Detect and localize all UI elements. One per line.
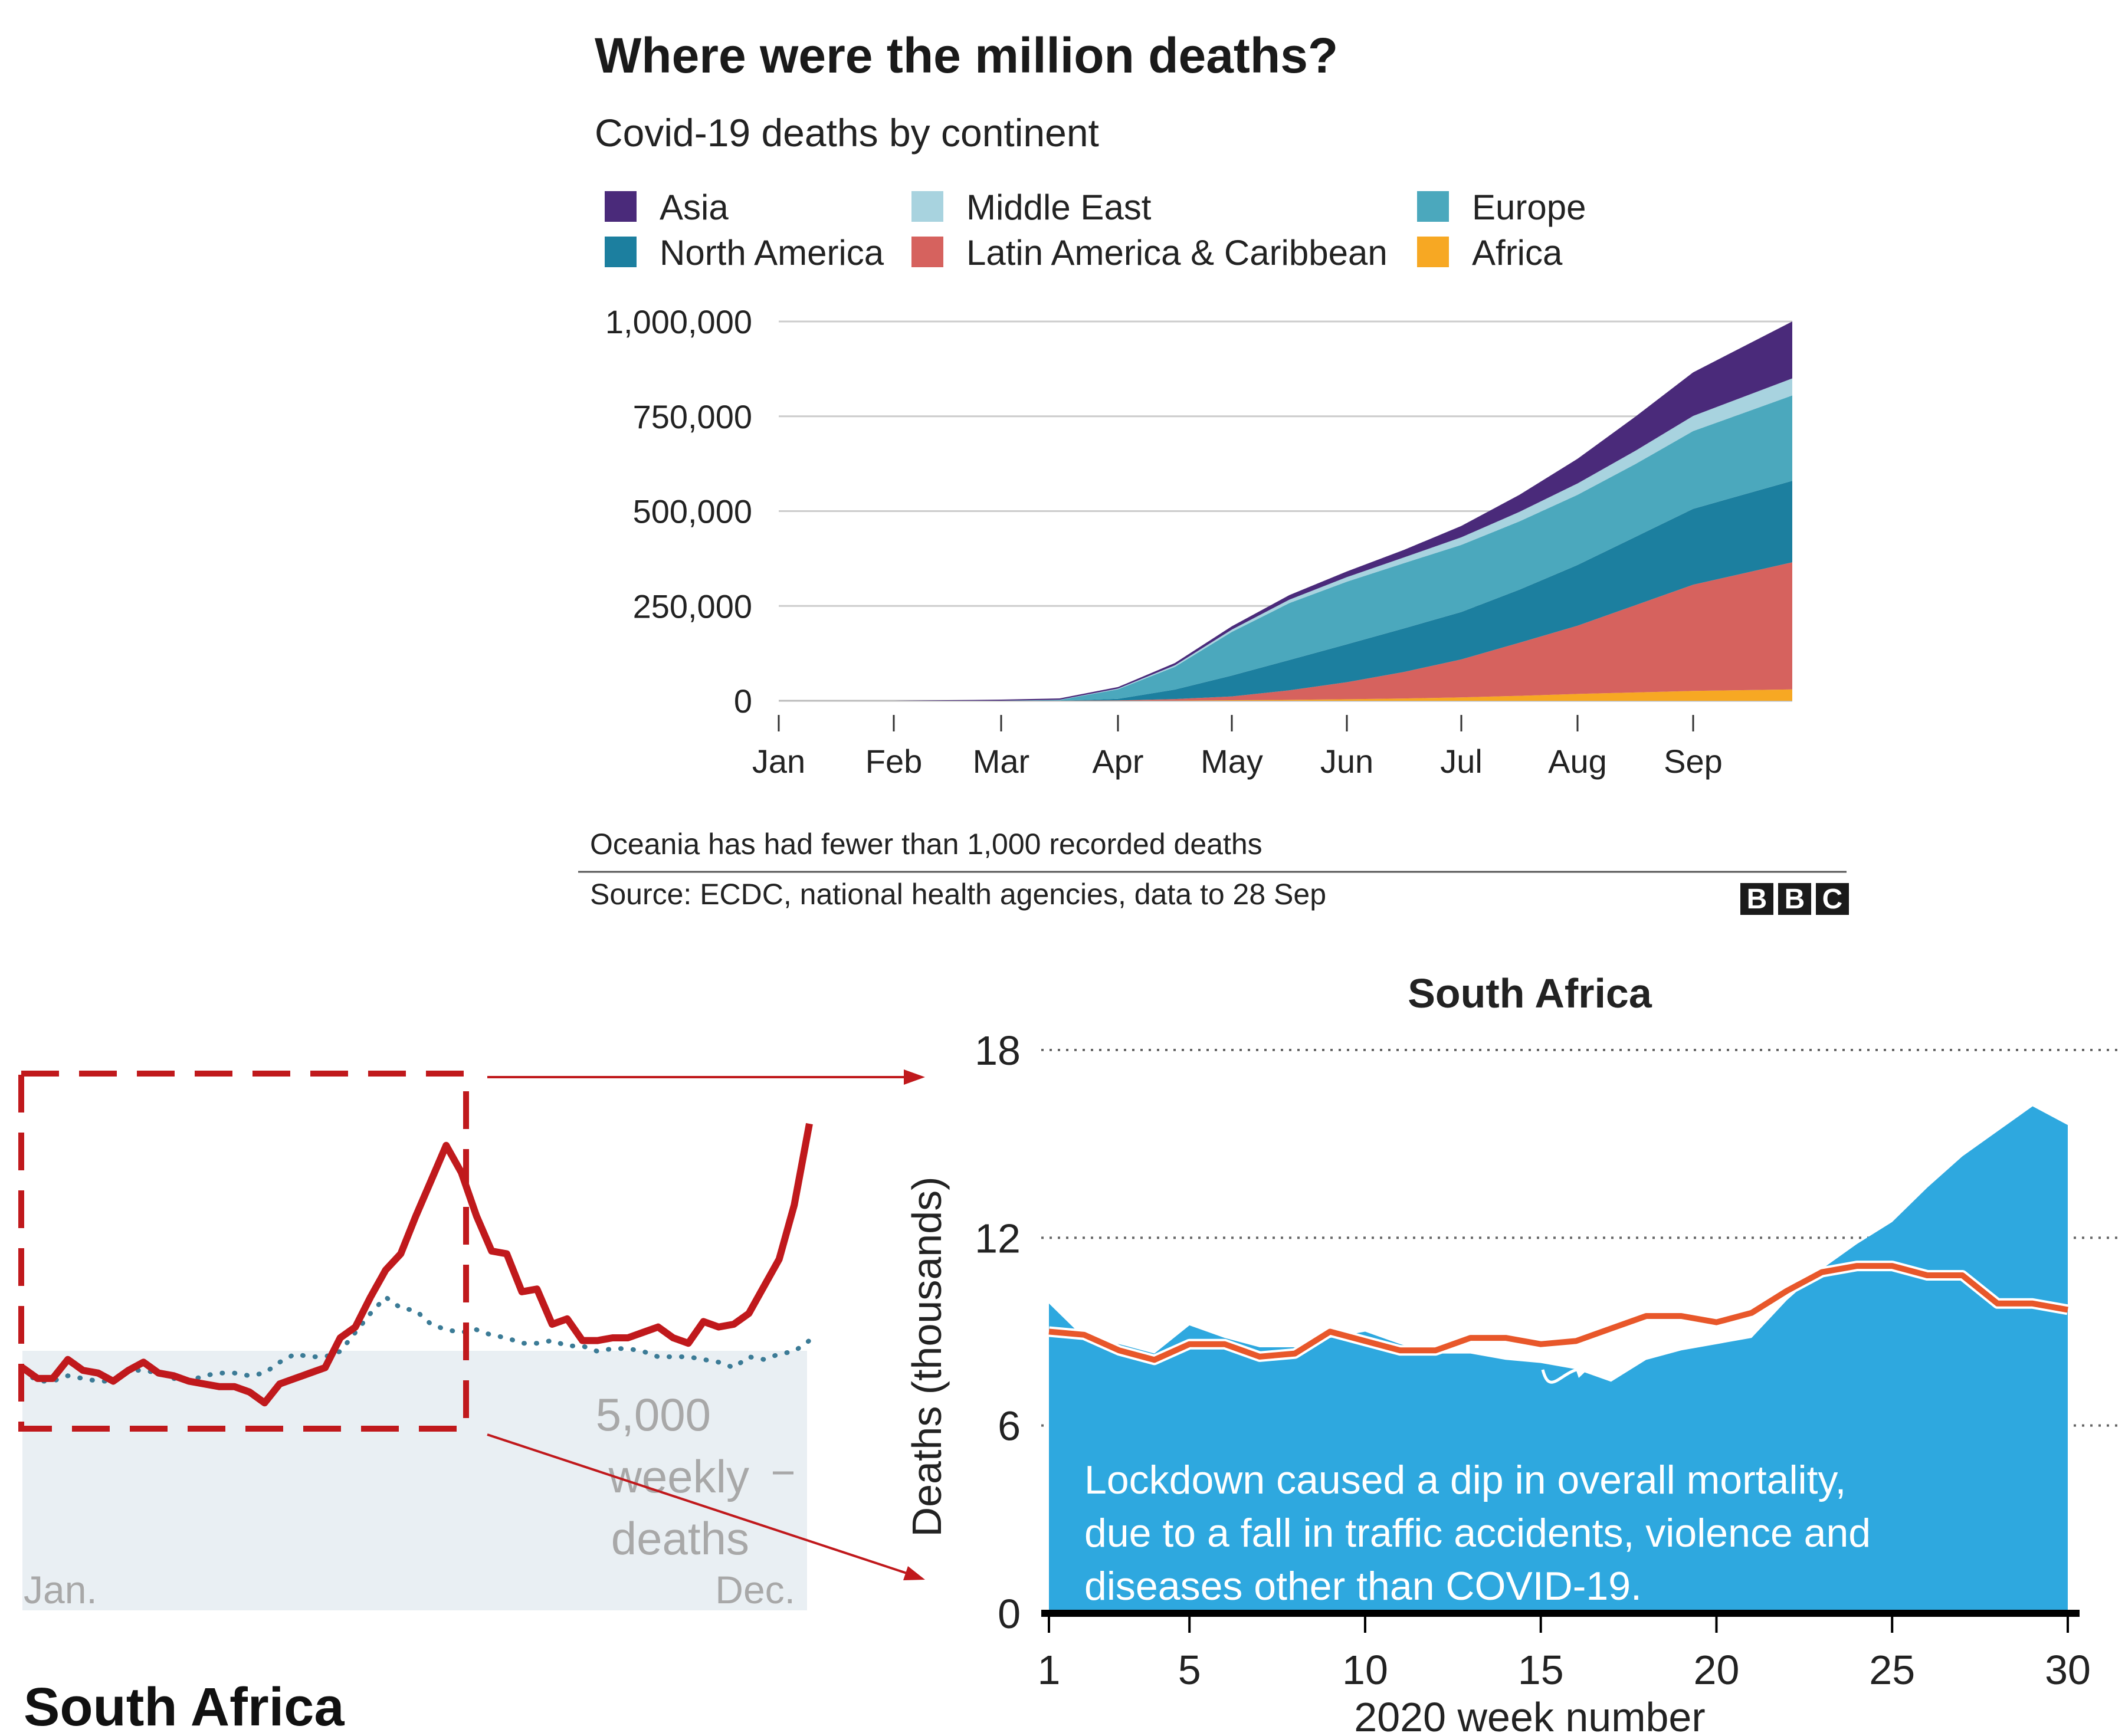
legend-swatch bbox=[1417, 191, 1449, 222]
sa-weekly-title: South Africa bbox=[24, 1677, 345, 1736]
logo-block bbox=[1740, 883, 1773, 915]
legend-label: Europe bbox=[1472, 188, 1586, 227]
y-tick-label: 250,000 bbox=[633, 588, 752, 625]
sa-weekly-x-end: Dec. bbox=[715, 1568, 795, 1612]
area-europe bbox=[779, 395, 1792, 701]
x-tick-label: Apr bbox=[1092, 743, 1143, 780]
legend-swatch bbox=[1417, 237, 1449, 267]
area-latin-america-caribbean bbox=[779, 562, 1792, 701]
area-north-america bbox=[779, 481, 1792, 701]
bbc-source: Source: ECDC, national health agencies, … bbox=[590, 878, 1326, 911]
annotation-pointer-head bbox=[1574, 1364, 1590, 1378]
sa-excess-y-axis: 0 6 12 18 bbox=[975, 1028, 1021, 1637]
deaths-area bbox=[1049, 1106, 2068, 1613]
sa-weekly-series bbox=[20, 1123, 813, 1407]
sa-weekly-chart: 5,000 weekly deaths Jan. Dec. South Afri… bbox=[18, 1071, 813, 1736]
sa-excess-area bbox=[1041, 1106, 2080, 1617]
legend-label: Middle East bbox=[966, 188, 1152, 227]
x-tick-label: May bbox=[1201, 743, 1263, 780]
legend-label: Latin America & Caribbean bbox=[966, 233, 1388, 273]
x-tick-label: Jan bbox=[752, 743, 805, 780]
x-tick-label: 10 bbox=[1342, 1647, 1388, 1693]
x-tick-label: Mar bbox=[973, 743, 1029, 780]
legend-swatch bbox=[911, 237, 943, 267]
y-tick-label: 750,000 bbox=[633, 398, 752, 435]
x-tick-label: Aug bbox=[1548, 743, 1607, 780]
x-tick-label: Jun bbox=[1320, 743, 1373, 780]
x-tick-label: 25 bbox=[1869, 1647, 1915, 1693]
sa-weekly-baseline-band bbox=[22, 1351, 807, 1610]
x-tick-label: Sep bbox=[1664, 743, 1723, 780]
bbc-legend: Asia Middle East Europe North America Latin … bbox=[605, 188, 1586, 273]
x-tick-label: 5 bbox=[1178, 1647, 1201, 1693]
logo-letter: C bbox=[1822, 884, 1843, 915]
bbc-chart: Where were the million deaths? Covid-19 … bbox=[578, 28, 1849, 915]
expected-deaths-line bbox=[1048, 1263, 2068, 1363]
y-tick-label: 18 bbox=[975, 1028, 1021, 1074]
annotation-line-1: Lockdown caused a dip in overall mortali… bbox=[1084, 1458, 1846, 1502]
bbc-chart-subtitle: Covid-19 deaths by continent bbox=[595, 111, 1099, 155]
x-tick-label: 1 bbox=[1038, 1647, 1061, 1693]
x-tick-label: 15 bbox=[1518, 1647, 1564, 1693]
logo-letter: B bbox=[1785, 884, 1805, 915]
zoom-connectors bbox=[487, 1069, 925, 1580]
x-tick-label: Jul bbox=[1440, 743, 1483, 780]
annotation-line-2: due to a fall in traffic accidents, viol… bbox=[1084, 1511, 1871, 1555]
x-tick-label: 20 bbox=[1694, 1647, 1740, 1693]
scale-label-line-3: deaths bbox=[611, 1512, 749, 1564]
y-tick-label: 12 bbox=[975, 1215, 1021, 1261]
legend-label: North America bbox=[660, 233, 884, 273]
solid-series-line bbox=[20, 1123, 813, 1407]
x-tick-label: 30 bbox=[2045, 1647, 2091, 1693]
x-tick-label: Feb bbox=[865, 743, 923, 780]
sa-excess-y-label: Deaths (thousands) bbox=[904, 1177, 950, 1537]
legend-label: Africa bbox=[1472, 233, 1563, 273]
legend-swatch bbox=[605, 191, 637, 222]
sa-excess-line bbox=[1048, 1261, 2069, 1366]
scale-label-line-1: 5,000 bbox=[596, 1389, 711, 1440]
connector-arrowhead-bottom bbox=[903, 1566, 925, 1580]
sa-excess-x-axis: 1 5 10 15 20 25 30 bbox=[1038, 1616, 2091, 1693]
connector-line-bottom bbox=[487, 1433, 913, 1576]
scale-label-line-2: weekly bbox=[608, 1451, 749, 1502]
bbc-chart-title: Where were the million deaths? bbox=[595, 28, 1338, 83]
annotation-line-3: diseases other than COVID-19. bbox=[1084, 1564, 1642, 1609]
bbc-area-stack bbox=[779, 321, 1792, 701]
y-tick-label: 1,000,000 bbox=[605, 303, 752, 340]
area-africa bbox=[779, 689, 1792, 701]
connector-arrowhead-top bbox=[904, 1069, 925, 1085]
bbc-note: Oceania has had fewer than 1,000 recorde… bbox=[590, 828, 1262, 861]
legend-label: Asia bbox=[660, 188, 729, 227]
y-tick-label: 6 bbox=[998, 1403, 1021, 1449]
legend-swatch bbox=[911, 191, 943, 222]
sa-weekly-scale-label: 5,000 weekly deaths bbox=[596, 1389, 793, 1564]
legend-swatch bbox=[605, 237, 637, 267]
y-tick-label: 500,000 bbox=[633, 493, 752, 530]
bbc-y-axis: 0 250,000 500,000 750,000 1,000,000 bbox=[605, 303, 752, 720]
zoom-highlight-box bbox=[18, 1071, 469, 1432]
sa-excess-annotation: Lockdown caused a dip in overall mortali… bbox=[1084, 1364, 1871, 1609]
y-tick-label: 0 bbox=[734, 682, 752, 720]
logo-letter: B bbox=[1747, 884, 1767, 915]
logo-block bbox=[1778, 883, 1811, 915]
y-tick-label: 0 bbox=[998, 1591, 1021, 1637]
sa-weekly-x-start: Jan. bbox=[24, 1568, 97, 1612]
sa-excess-title: South Africa bbox=[1408, 970, 1652, 1016]
bbc-x-axis: Jan Feb Mar Apr May Jun Jul Aug Sep bbox=[752, 715, 1723, 780]
sa-excess-x-label: 2020 week number bbox=[1354, 1694, 1705, 1736]
logo-block bbox=[1816, 883, 1849, 915]
